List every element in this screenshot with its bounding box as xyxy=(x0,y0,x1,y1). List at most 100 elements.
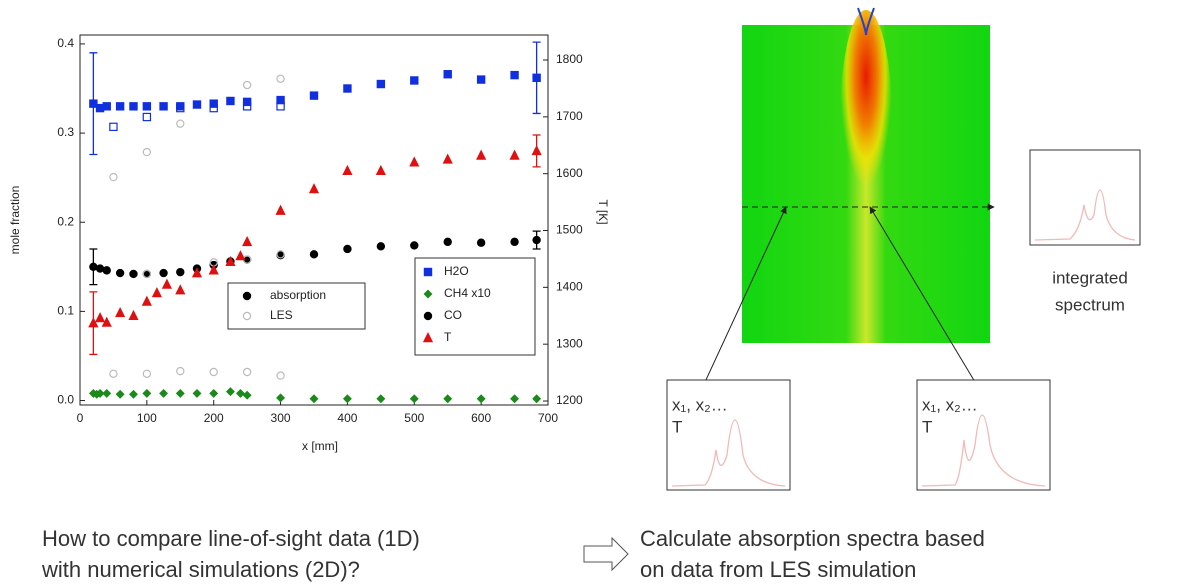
point xyxy=(129,269,138,279)
spectrum-label: integrated xyxy=(1052,268,1128,287)
box-text: x₁, x₂… xyxy=(922,395,978,414)
point xyxy=(375,164,386,176)
point xyxy=(309,91,319,100)
point xyxy=(276,393,286,403)
point xyxy=(191,267,203,278)
box-text: T xyxy=(672,417,682,436)
point xyxy=(95,264,105,273)
point xyxy=(159,268,168,278)
point xyxy=(276,371,285,380)
point xyxy=(115,102,125,111)
legend-label: absorption xyxy=(270,288,326,302)
point xyxy=(242,390,252,400)
point xyxy=(342,164,353,176)
point xyxy=(142,269,152,279)
point xyxy=(225,387,235,397)
y2-axis-label: T [K] xyxy=(596,199,610,224)
spectrum-curve xyxy=(921,414,1046,487)
y-tick-label: 0.4 xyxy=(57,36,74,50)
x-tick-label: 600 xyxy=(471,411,491,425)
spectrum-curve xyxy=(671,419,786,487)
point xyxy=(510,70,519,80)
point xyxy=(476,394,486,404)
diagram: integrated spectrum x₁, x₂… T x₁, x₂… T … xyxy=(41,7,1141,582)
point xyxy=(410,76,419,85)
point xyxy=(95,388,105,398)
y2-tick-label: 1500 xyxy=(556,223,583,237)
x-tick-label: 0 xyxy=(77,411,84,425)
box-text: T xyxy=(922,417,932,436)
point xyxy=(175,284,186,295)
legend-marker xyxy=(242,311,252,321)
point xyxy=(175,388,185,398)
point xyxy=(343,244,352,254)
point xyxy=(476,75,486,84)
point xyxy=(442,153,453,164)
point xyxy=(510,394,520,404)
point xyxy=(276,102,285,111)
question-text: How to compare line-of-sight data (1D) xyxy=(42,526,420,551)
point xyxy=(308,183,320,194)
point xyxy=(510,237,519,247)
point xyxy=(109,369,118,378)
y2-tick-label: 1600 xyxy=(556,166,583,180)
point xyxy=(89,99,98,108)
point xyxy=(141,295,152,306)
answer-text: Calculate absorption spectra based xyxy=(640,526,985,551)
legend-marker xyxy=(423,267,433,277)
point xyxy=(102,266,111,275)
point xyxy=(151,287,162,298)
point xyxy=(129,389,138,399)
point xyxy=(509,149,520,160)
point xyxy=(275,204,286,215)
x-tick-label: 500 xyxy=(404,411,424,425)
nozzle xyxy=(857,7,875,36)
question-text: with numerical simulations (2D)? xyxy=(41,557,360,582)
point xyxy=(235,250,246,261)
point xyxy=(376,79,386,89)
chart: x [mm] mole fraction T [K] 0 100 200 300 400… xyxy=(8,34,610,453)
legend-marker xyxy=(242,291,252,301)
point xyxy=(176,267,185,277)
point xyxy=(276,250,285,259)
spectrum-box xyxy=(666,379,791,491)
y-axis-label: mole fraction xyxy=(8,186,22,255)
point xyxy=(159,102,168,111)
point xyxy=(176,103,185,113)
y2-tick-label: 1700 xyxy=(556,109,583,123)
point xyxy=(159,388,169,398)
y2-tick-label: 1200 xyxy=(556,393,583,407)
point xyxy=(342,394,352,404)
point xyxy=(443,394,453,404)
point xyxy=(89,262,98,272)
point xyxy=(476,238,486,247)
x-axis-label: x [mm] xyxy=(302,439,338,453)
point xyxy=(226,96,235,106)
point xyxy=(242,235,253,247)
point xyxy=(409,156,420,167)
y-tick-label: 0.2 xyxy=(57,214,74,228)
point xyxy=(236,388,245,398)
point xyxy=(102,388,112,398)
point xyxy=(309,394,319,404)
point xyxy=(209,99,218,108)
legend-label: CO xyxy=(444,308,462,322)
arrow xyxy=(869,206,976,383)
x-tick-label: 300 xyxy=(271,411,291,425)
legend-label: CH4 x10 xyxy=(444,286,491,300)
point xyxy=(192,388,202,398)
legend-method-box xyxy=(227,282,366,330)
point xyxy=(161,278,172,289)
point xyxy=(209,103,218,113)
point xyxy=(129,102,138,111)
x-tick-label: 100 xyxy=(137,411,157,425)
spectrum-box xyxy=(1029,149,1141,246)
legend-marker xyxy=(422,332,434,343)
y2-tick-label: 1400 xyxy=(556,280,583,294)
point xyxy=(242,80,252,90)
point xyxy=(102,102,111,111)
point xyxy=(176,119,185,128)
point xyxy=(101,316,112,327)
y2-tick-label: 1300 xyxy=(556,336,583,350)
